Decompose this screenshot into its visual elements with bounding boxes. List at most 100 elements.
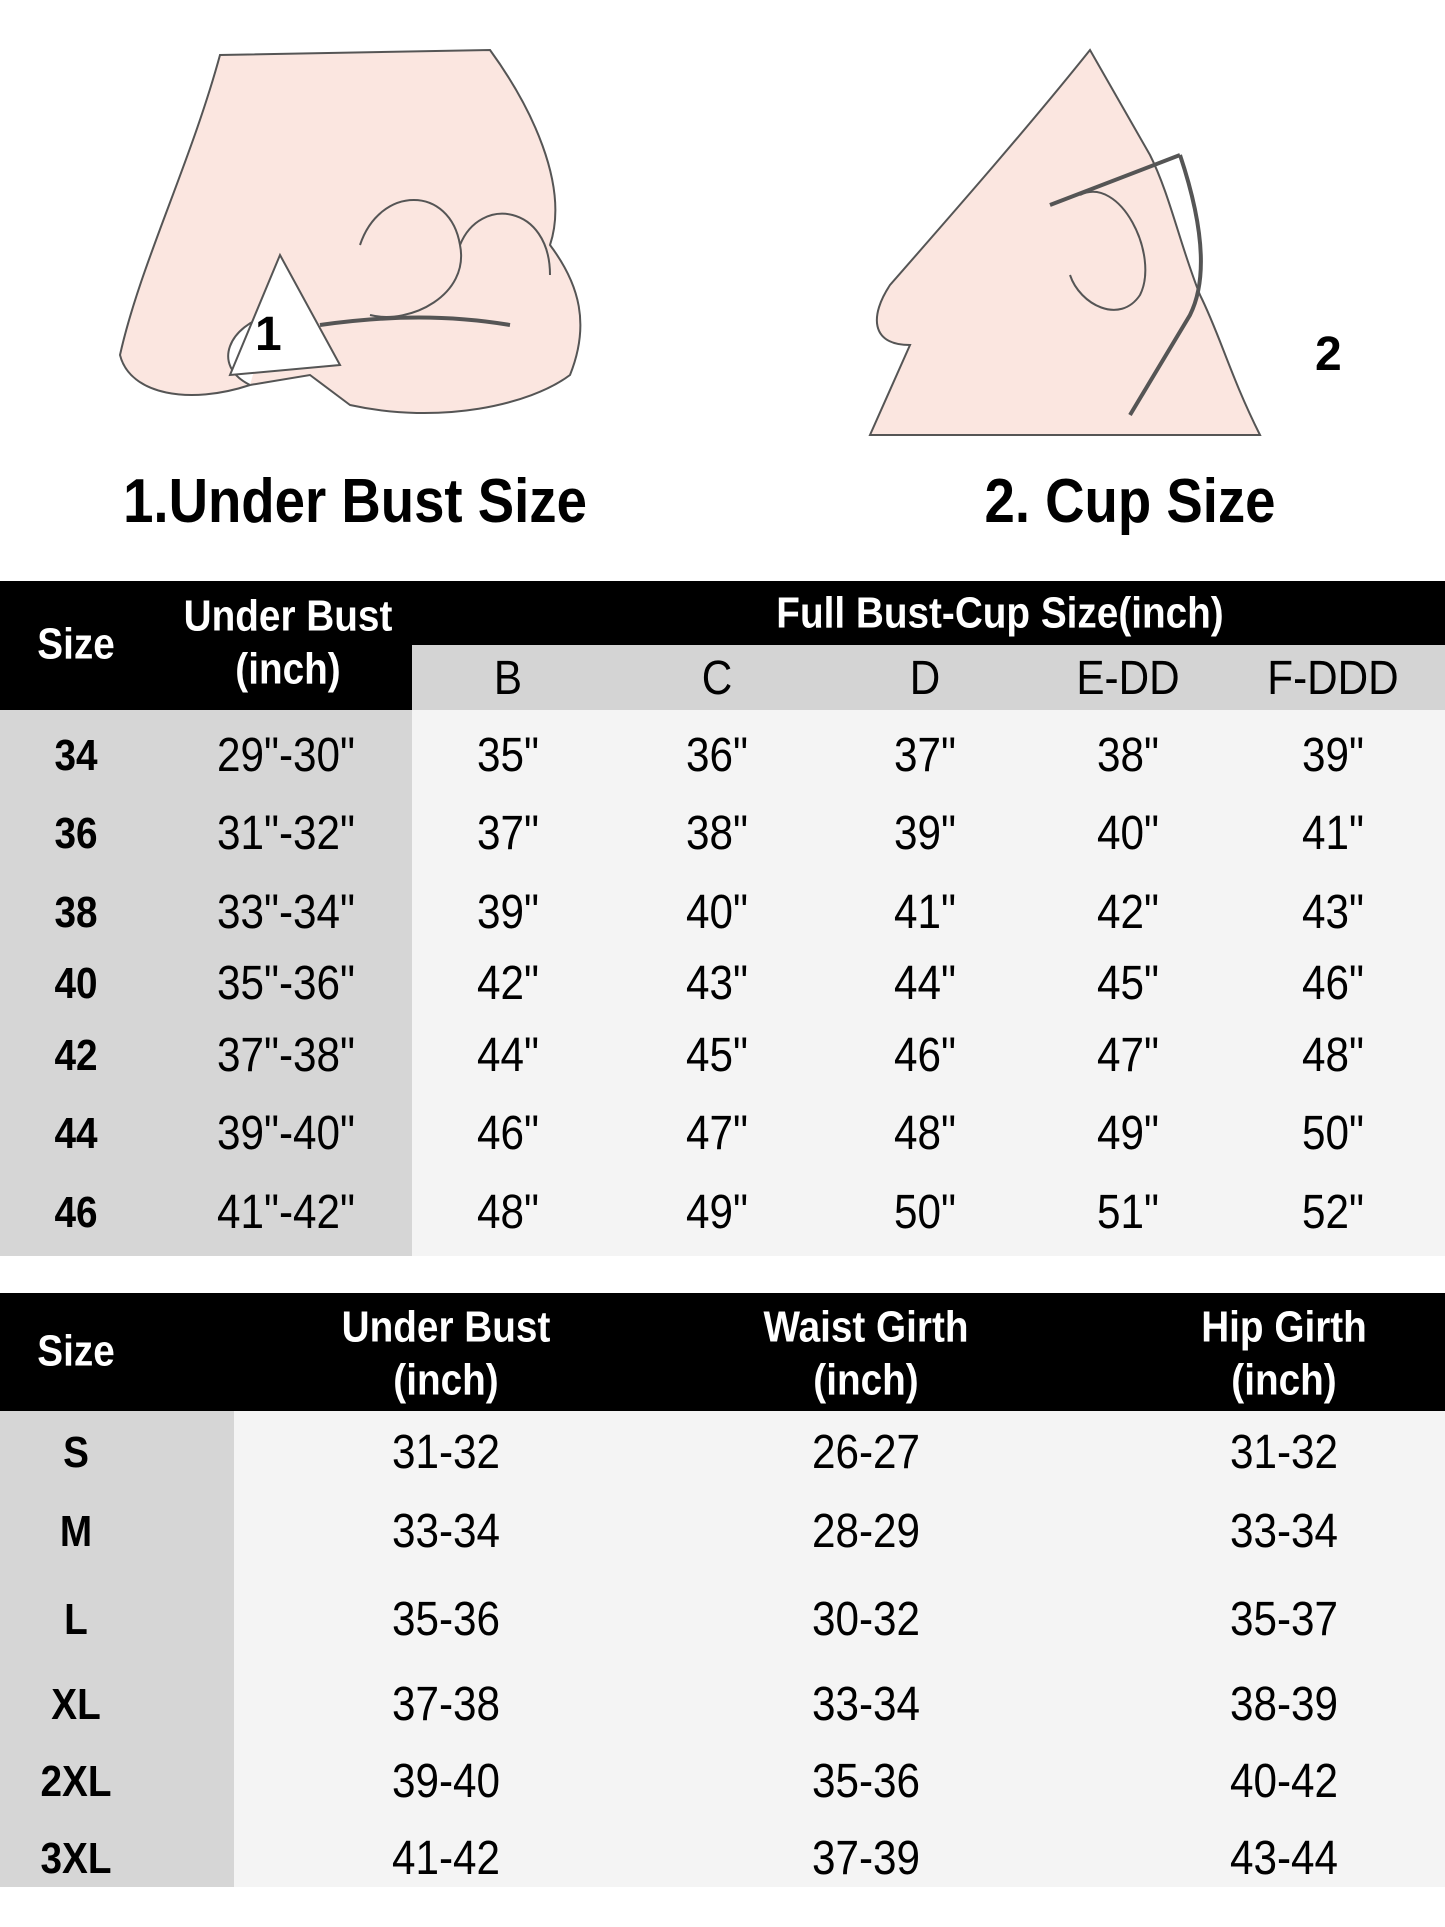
cup-value-cell: 37": [894, 729, 956, 782]
cup-value-cell: 39": [477, 886, 539, 939]
measure-cell: 33-34: [811, 1678, 921, 1731]
under-bust-cell: 29"-30": [216, 729, 356, 782]
under-bust-illustration: 1: [118, 48, 582, 414]
cup-subheader: [412, 645, 1445, 710]
measure-cell: 37-38: [391, 1678, 501, 1731]
cup-value-cell: 41": [1302, 807, 1364, 860]
cup-value-cell: 43": [1302, 886, 1364, 939]
body-table-body: [234, 1411, 1445, 1887]
size-cell: 38: [54, 888, 98, 937]
cup-value-cell: 47": [1097, 1029, 1159, 1082]
cup-value-cell: 51": [1097, 1186, 1159, 1239]
cup-value-cell: 40": [686, 886, 748, 939]
cup-value-cell: 37": [477, 807, 539, 860]
header-unit: (inch): [1231, 1355, 1337, 1405]
under-bust-cell: 33"-34": [216, 886, 356, 939]
cup-value-cell: 52": [1302, 1186, 1364, 1239]
cup-size-illustration: 2: [868, 48, 1342, 436]
size-cell: 42: [54, 1031, 98, 1080]
cup-header-c: C: [701, 652, 733, 705]
size-cell: M: [59, 1507, 93, 1556]
size-column-bg: [0, 1411, 234, 1887]
under-bust-cell: 31"-32": [216, 807, 356, 860]
size-cell: 34: [54, 731, 98, 780]
header-under-bust: Under Bust: [183, 591, 393, 641]
cup-value-cell: 50": [894, 1186, 956, 1239]
measure-cell: 39-40: [391, 1755, 501, 1808]
header-label: Hip Girth: [1201, 1302, 1367, 1352]
cup-value-cell: 48": [477, 1186, 539, 1239]
cup-header-e-dd: E-DD: [1076, 652, 1180, 705]
cup-size-title: 2. Cup Size: [984, 467, 1276, 536]
cup-value-cell: 38": [686, 807, 748, 860]
cup-value-cell: 35": [477, 729, 539, 782]
cup-value-cell: 38": [1097, 729, 1159, 782]
cup-value-cell: 45": [686, 1029, 748, 1082]
header-unit: (inch): [813, 1355, 919, 1405]
measure-cell: 28-29: [811, 1505, 921, 1558]
size-cell: 46: [54, 1188, 98, 1237]
measure-cell: 35-36: [811, 1755, 921, 1808]
measure-cell: 38-39: [1229, 1678, 1339, 1731]
cup-header-d: D: [909, 652, 941, 705]
cup-value-cell: 39": [1302, 729, 1364, 782]
size-cell: 40: [54, 959, 98, 1008]
cup-value-cell: 42": [1097, 886, 1159, 939]
measure-cell: 31-32: [1229, 1426, 1339, 1479]
measure-cell: 33-34: [1229, 1505, 1339, 1558]
size-cell: L: [64, 1595, 88, 1644]
under-bust-cell: 41"-42": [216, 1186, 356, 1239]
header-unit: (inch): [393, 1355, 499, 1405]
measure-cell: 43-44: [1229, 1832, 1339, 1885]
measure-cell: 37-39: [811, 1832, 921, 1885]
cup-value-cell: 49": [1097, 1107, 1159, 1160]
body-table-header: [0, 1293, 1445, 1411]
header-size: Size: [37, 619, 115, 669]
cup-value-cell: 44": [894, 957, 956, 1010]
cup-value-cell: 41": [894, 886, 956, 939]
cup-value-cell: 44": [477, 1029, 539, 1082]
under-bust-cell: 39"-40": [216, 1107, 356, 1160]
cup-value-cell: 49": [686, 1186, 748, 1239]
under-bust-cell: 35"-36": [216, 957, 356, 1010]
header-under-bust-unit: (inch): [235, 644, 341, 694]
size-cell: 3XL: [40, 1834, 112, 1883]
measure-cell: 35-37: [1229, 1593, 1339, 1646]
cup-value-cell: 47": [686, 1107, 748, 1160]
measure-cell: 33-34: [391, 1505, 501, 1558]
marker-1: 1: [255, 308, 282, 361]
cup-value-cell: 40": [1097, 807, 1159, 860]
size-cell: XL: [51, 1680, 101, 1729]
size-cell: 36: [54, 809, 98, 858]
header-label: Waist Girth: [763, 1302, 969, 1352]
cup-value-cell: 50": [1302, 1107, 1364, 1160]
cup-value-cell: 48": [894, 1107, 956, 1160]
measure-cell: 41-42: [391, 1832, 501, 1885]
cup-value-cell: 46": [477, 1107, 539, 1160]
cup-value-cell: 45": [1097, 957, 1159, 1010]
header-label: Size: [37, 1326, 115, 1376]
cup-header-f-ddd: F-DDD: [1267, 652, 1399, 705]
cup-header-b: B: [493, 652, 523, 705]
under-bust-cell: 37"-38": [216, 1029, 356, 1082]
cup-value-cell: 36": [686, 729, 748, 782]
measure-cell: 40-42: [1229, 1755, 1339, 1808]
under-bust-title: 1.Under Bust Size: [123, 467, 587, 536]
cup-value-cell: 46": [894, 1029, 956, 1082]
cup-value-cell: 43": [686, 957, 748, 1010]
measure-cell: 35-36: [391, 1593, 501, 1646]
marker-2: 2: [1315, 328, 1342, 381]
measure-cell: 30-32: [811, 1593, 921, 1646]
header-label: Under Bust: [341, 1302, 551, 1352]
size-cell: 44: [54, 1109, 98, 1158]
measure-cell: 31-32: [391, 1426, 501, 1479]
cup-value-cell: 42": [477, 957, 539, 1010]
cup-value-cell: 46": [1302, 957, 1364, 1010]
header-full-bust: Full Bust-Cup Size(inch): [776, 588, 1224, 638]
measure-cell: 26-27: [811, 1426, 921, 1479]
size-cell: 2XL: [40, 1757, 112, 1806]
bra-table-body: [412, 710, 1445, 1256]
cup-value-cell: 39": [894, 807, 956, 860]
size-column-bg: [0, 710, 412, 1256]
